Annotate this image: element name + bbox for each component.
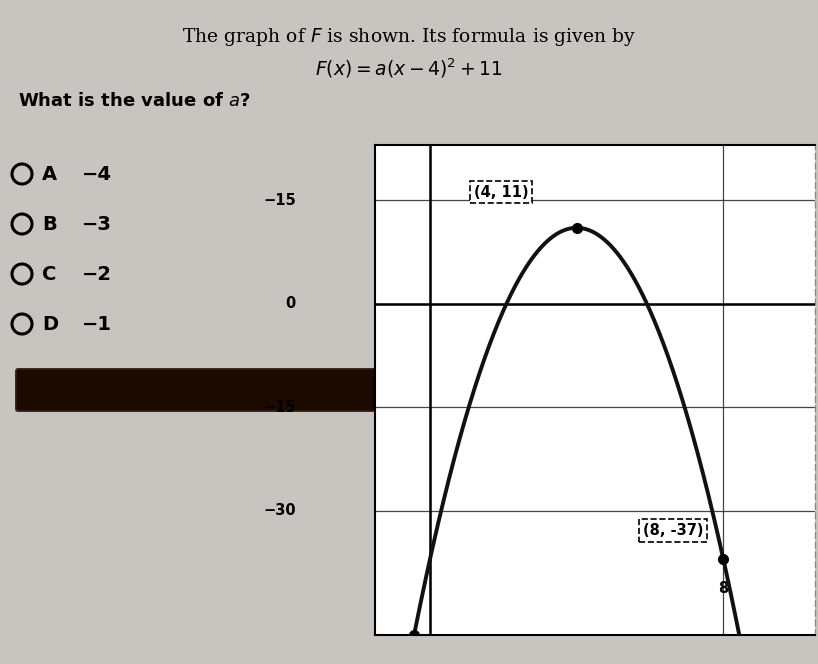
Text: −4: −4 bbox=[82, 165, 112, 183]
Text: The graph of $F$ is shown. Its formula is given by: The graph of $F$ is shown. Its formula i… bbox=[182, 26, 636, 48]
Text: C: C bbox=[42, 264, 56, 284]
Text: −1: −1 bbox=[82, 315, 112, 333]
Text: What is the value of $a$?: What is the value of $a$? bbox=[18, 92, 251, 110]
Text: (8, -37): (8, -37) bbox=[643, 523, 703, 538]
Text: −15: −15 bbox=[263, 193, 296, 208]
Text: (4, 11): (4, 11) bbox=[474, 185, 528, 200]
Text: −2: −2 bbox=[82, 264, 112, 284]
Text: D: D bbox=[42, 315, 58, 333]
Text: A: A bbox=[42, 165, 57, 183]
Text: −3: −3 bbox=[82, 214, 112, 234]
FancyBboxPatch shape bbox=[16, 369, 375, 411]
Text: B: B bbox=[42, 214, 56, 234]
Text: −15: −15 bbox=[263, 400, 296, 415]
Text: 0: 0 bbox=[285, 296, 296, 311]
Text: $F(x) = a(x - 4)^2 + 11$: $F(x) = a(x - 4)^2 + 11$ bbox=[315, 56, 503, 80]
Text: −30: −30 bbox=[263, 503, 296, 519]
Text: 8: 8 bbox=[718, 581, 729, 596]
